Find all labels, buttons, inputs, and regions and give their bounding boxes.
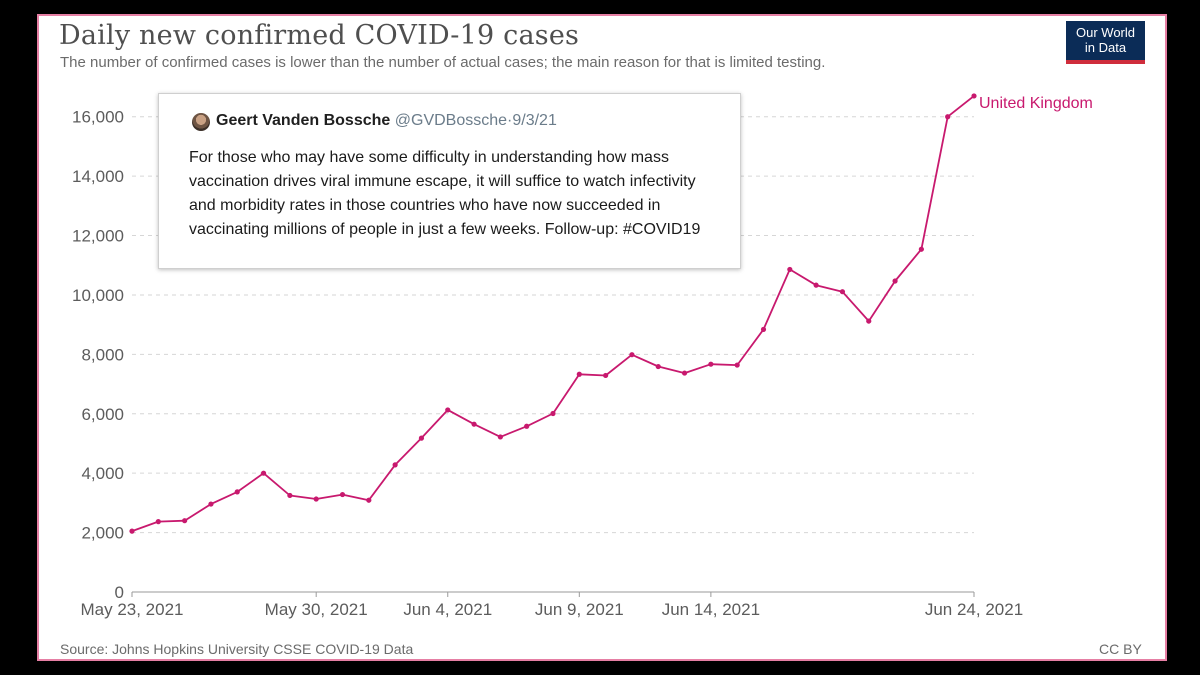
y-tick-label: 10,000 [72,286,124,305]
x-tick-label: May 23, 2021 [80,600,183,619]
data-point [392,462,398,468]
tweet-separator: · [507,112,513,129]
chart-subtitle: The number of confirmed cases is lower t… [60,54,826,71]
y-tick-label: 6,000 [81,405,124,424]
data-point [945,114,951,120]
data-point [129,528,135,534]
chart-title: Daily new confirmed COVID-19 cases [59,20,580,51]
x-tick-label: Jun 24, 2021 [925,600,1023,619]
data-point [629,352,635,358]
series-label: United Kingdom [979,95,1093,112]
y-tick-label: 2,000 [81,524,124,543]
data-point [918,246,924,252]
data-point [182,518,188,524]
owid-logo[interactable]: Our World in Data [1066,21,1145,64]
y-tick-label: 14,000 [72,167,124,186]
x-tick-label: May 30, 2021 [265,600,368,619]
data-point [287,492,293,499]
line-chart: 0 2,000 4,000 6,000 8,000 10,000 12,000 14,000 1… [72,93,1093,619]
data-point [260,470,267,476]
x-tick-label: Jun 9, 2021 [535,600,624,619]
tweet-author[interactable]: Geert Vanden Bossche [216,112,391,129]
data-point [497,434,503,440]
data-point [418,435,425,441]
data-point [155,519,161,525]
data-point [839,289,846,295]
data-point [655,363,661,370]
tweet-text: For those who may have some difficulty i… [189,149,701,238]
license-note[interactable]: CC BY [1099,641,1142,657]
tweet-handle[interactable]: @GVDBossche [394,112,508,129]
data-point [550,410,556,417]
data-point [445,407,451,413]
source-note[interactable]: Source: Johns Hopkins University CSSE CO… [60,641,414,657]
y-axis-ticks: 0 2,000 4,000 6,000 8,000 10,000 12,000 14,000 1… [72,108,124,602]
data-point [313,496,319,502]
data-point [734,362,740,368]
data-point [708,361,714,367]
tweet-date[interactable]: 9/3/21 [512,112,557,129]
data-point [524,423,530,429]
y-tick-label: 8,000 [81,345,124,364]
data-point [813,282,819,288]
y-tick-label: 12,000 [72,227,124,246]
data-point [366,497,372,503]
logo-line-1: Our World [1076,25,1135,40]
data-point [603,372,609,379]
data-point [471,421,477,427]
data-point [760,326,767,333]
y-tick-label: 0 [115,583,124,602]
data-point [866,318,872,324]
x-tick-label: Jun 4, 2021 [403,600,492,619]
logo-line-2: in Data [1084,40,1127,55]
data-point [234,489,240,495]
data-point [681,370,688,376]
data-point [208,501,214,507]
tweet-header: Geert Vanden Bossche @GVDBossche·9/3/21 [216,112,557,130]
x-tick-label: Jun 14, 2021 [662,600,760,619]
data-point [787,266,793,273]
data-point [892,278,898,284]
data-point [576,371,582,377]
y-tick-label: 16,000 [72,108,124,127]
y-tick-label: 4,000 [81,464,124,483]
embedded-tweet[interactable]: Geert Vanden Bossche @GVDBossche·9/3/21 … [158,93,741,269]
avatar-photo-icon[interactable] [192,113,210,131]
chart-card: Daily new confirmed COVID-19 cases The n… [37,14,1167,661]
data-point [971,93,977,99]
series-united-kingdom[interactable]: United Kingdom [129,93,1093,534]
x-axis: May 23, 2021 May 30, 2021 Jun 4, 2021 Jun 9… [80,591,1023,619]
data-point [339,491,346,498]
